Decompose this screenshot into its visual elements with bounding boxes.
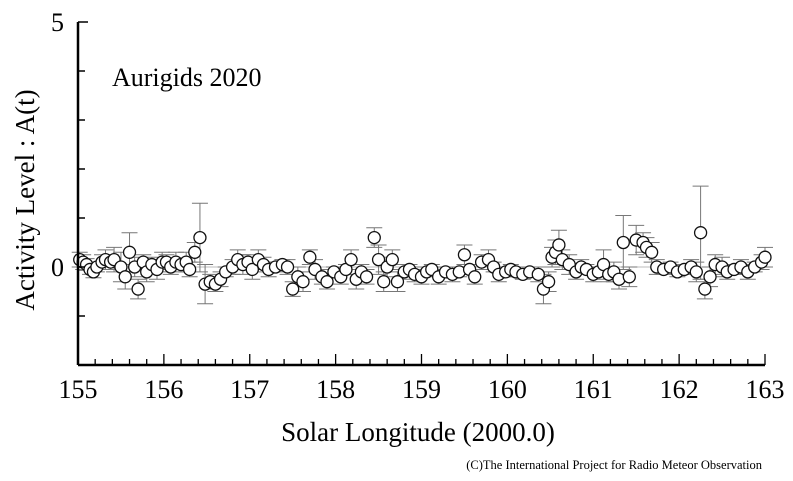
data-point bbox=[385, 252, 399, 267]
error-bars bbox=[71, 185, 773, 305]
data-point bbox=[320, 275, 334, 289]
data-point bbox=[245, 262, 259, 277]
data-point bbox=[193, 230, 207, 245]
data-point bbox=[758, 250, 772, 264]
data-point bbox=[377, 275, 391, 289]
x-tick-label: 155 bbox=[59, 375, 98, 404]
data-point bbox=[286, 282, 300, 296]
data-point bbox=[622, 270, 636, 284]
data-point bbox=[468, 270, 482, 284]
data-point bbox=[390, 275, 405, 289]
data-point bbox=[689, 265, 703, 279]
data-point bbox=[344, 252, 358, 267]
axes: 5 0 155 156 157 158 159 160 161 162 163 bbox=[51, 8, 785, 404]
data-point bbox=[280, 260, 295, 274]
x-tick-label: 157 bbox=[230, 375, 269, 404]
y-axis-label: Activity Level : A(t) bbox=[10, 89, 40, 310]
y-tick-label: 5 bbox=[51, 8, 64, 37]
data-points bbox=[73, 226, 772, 296]
data-point bbox=[644, 245, 659, 259]
data-point bbox=[303, 250, 317, 264]
data-point bbox=[367, 230, 381, 245]
data-point bbox=[616, 235, 630, 250]
x-tick-label: 162 bbox=[660, 375, 699, 404]
credit-text: (C)The International Project for Radio M… bbox=[466, 458, 762, 472]
y-tick-label: 0 bbox=[51, 253, 64, 282]
x-tick-label: 161 bbox=[574, 375, 613, 404]
data-point bbox=[698, 282, 712, 296]
data-point bbox=[296, 275, 310, 289]
data-point bbox=[188, 245, 202, 259]
x-tick-label: 156 bbox=[144, 375, 183, 404]
x-tick-label: 160 bbox=[488, 375, 527, 404]
data-point bbox=[118, 270, 132, 284]
data-point bbox=[371, 252, 386, 267]
data-point bbox=[531, 267, 545, 282]
data-point bbox=[693, 226, 708, 240]
data-point bbox=[552, 238, 566, 252]
data-point bbox=[457, 248, 472, 262]
data-point bbox=[182, 262, 197, 277]
data-point bbox=[541, 275, 556, 289]
data-point bbox=[122, 245, 137, 259]
x-tick-label: 158 bbox=[316, 375, 355, 404]
x-tick-label: 163 bbox=[746, 375, 785, 404]
x-tick-label: 159 bbox=[402, 375, 441, 404]
data-point bbox=[131, 282, 145, 296]
x-axis-label: Solar Longitude (2000.0) bbox=[281, 417, 555, 447]
chart-title: Aurigids 2020 bbox=[112, 63, 262, 92]
data-point bbox=[703, 270, 717, 284]
data-point bbox=[359, 270, 374, 284]
